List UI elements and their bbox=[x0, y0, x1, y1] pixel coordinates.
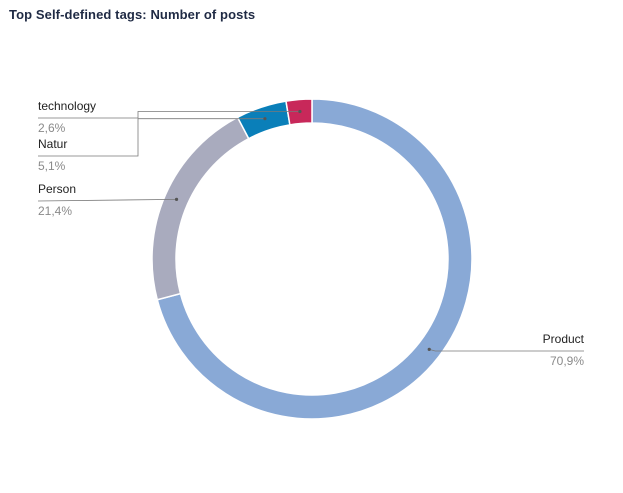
value-label-natur: 5,1% bbox=[38, 159, 66, 173]
leader-line-person bbox=[37, 198, 177, 202]
leader-dot-natur bbox=[263, 117, 267, 121]
label-product: Product bbox=[543, 332, 585, 346]
value-label-person: 21,4% bbox=[38, 204, 72, 218]
label-group: Product 70,9% Person 21,4% Natur 5,1% technolo… bbox=[37, 99, 585, 368]
leader-dot-person bbox=[174, 197, 179, 201]
slice-person[interactable] bbox=[151, 116, 250, 301]
slice-product[interactable] bbox=[156, 98, 473, 420]
slice-group bbox=[151, 98, 473, 420]
leader-line-technology bbox=[38, 111, 300, 119]
value-label-technology: 2,6% bbox=[38, 121, 66, 135]
leader-line-product bbox=[429, 348, 584, 352]
leader-dot-product bbox=[427, 347, 431, 351]
slice-natur[interactable] bbox=[236, 100, 291, 140]
value-label-product: 70,9% bbox=[550, 354, 584, 368]
label-person: Person bbox=[38, 182, 76, 196]
leader-line-natur bbox=[38, 118, 265, 157]
leader-dot-technology bbox=[298, 109, 302, 114]
label-natur: Natur bbox=[38, 137, 67, 151]
chart-title: Top Self-defined tags: Number of posts bbox=[9, 7, 256, 22]
label-technology: technology bbox=[38, 99, 96, 113]
